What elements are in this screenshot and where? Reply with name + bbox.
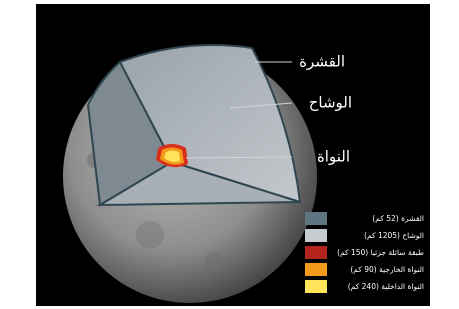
label-crust: القشرة [299,53,345,71]
crater [205,252,225,272]
legend-label: طبقة سائلة جزئيا (150 كم) [337,248,424,257]
legend-swatch [305,246,327,259]
legend-swatch [305,263,327,276]
legend-swatch [305,212,327,225]
legend-label: الوشاح (1205 كم) [364,231,424,240]
crater [136,221,164,249]
legend-swatch [305,280,327,293]
moon-diagram: القشرة الوشاح النواة القشرة (52 كم) الوش… [0,0,459,309]
legend-swatch [305,229,327,242]
legend-label: النواة الداخلية (240 كم) [348,282,424,291]
legend-label: القشرة (52 كم) [372,214,424,223]
label-mantle: الوشاح [309,94,352,112]
legend-label: النواة الخارجية (90 كم) [350,265,424,274]
label-core: النواة [317,148,350,166]
